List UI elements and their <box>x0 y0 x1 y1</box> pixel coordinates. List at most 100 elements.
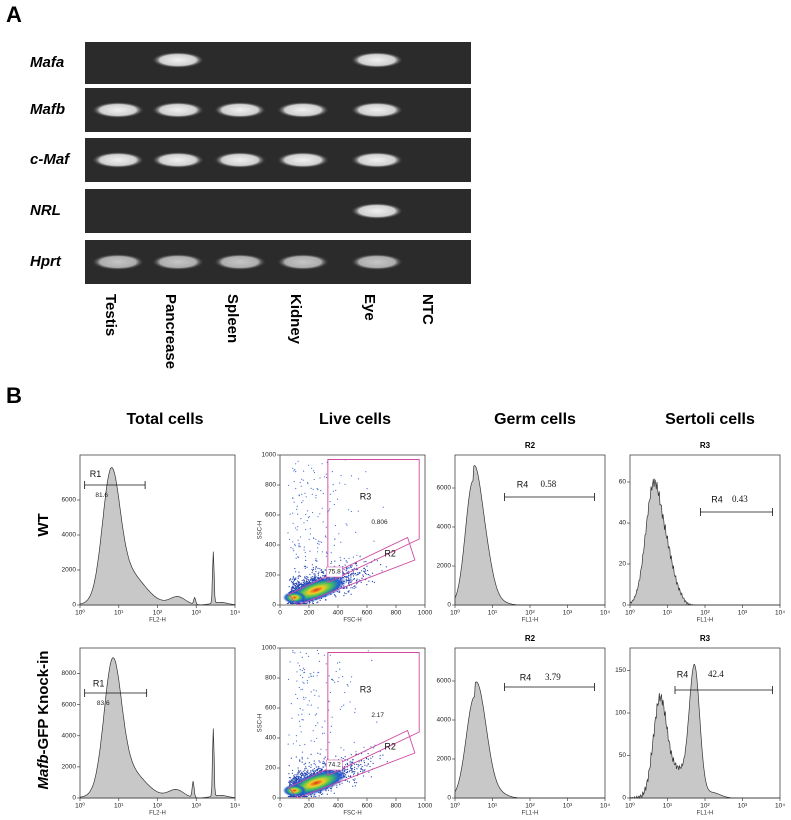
dot <box>356 565 358 567</box>
dot <box>350 767 352 770</box>
dot <box>339 556 341 559</box>
dot <box>319 770 321 772</box>
dot <box>288 734 290 736</box>
dot <box>299 575 302 577</box>
dot <box>365 471 367 473</box>
dot <box>297 556 299 559</box>
dot <box>351 569 353 571</box>
y-tick-label: 400 <box>265 542 276 549</box>
dot <box>347 576 349 578</box>
dot <box>359 770 362 773</box>
dot <box>296 773 298 776</box>
dot <box>357 510 359 512</box>
x-tick-label: 10³ <box>563 610 573 617</box>
y-tick-label: 0 <box>272 602 276 609</box>
dot <box>307 483 309 485</box>
dot <box>344 564 346 566</box>
y-tick-label: 0 <box>447 602 451 609</box>
panel-label: B <box>6 383 22 408</box>
dot <box>296 505 298 507</box>
dot <box>365 561 367 563</box>
gate-value: 83.6 <box>97 700 110 707</box>
dot <box>346 571 348 573</box>
dot <box>288 602 290 604</box>
dot <box>333 503 335 506</box>
dot <box>348 591 350 593</box>
dot <box>322 575 324 577</box>
dot <box>348 557 350 560</box>
dot <box>323 763 325 765</box>
dot <box>350 565 352 567</box>
dot <box>298 582 300 584</box>
dot <box>288 781 290 783</box>
dot <box>298 543 300 545</box>
dot <box>306 578 308 581</box>
dot <box>315 769 317 771</box>
dot <box>303 579 305 581</box>
dot <box>299 481 301 484</box>
dot <box>351 581 353 583</box>
dot <box>318 695 320 697</box>
x-tick-label: 10¹ <box>114 803 124 810</box>
dot <box>289 782 291 785</box>
dot <box>348 771 350 773</box>
dot <box>364 571 366 573</box>
panel-label: A <box>6 2 22 27</box>
dot <box>298 665 301 667</box>
x-tick-label: 600 <box>362 610 373 617</box>
gate-name: R1 <box>93 678 105 688</box>
dot <box>360 768 362 770</box>
dot <box>298 776 300 778</box>
dot <box>301 677 304 679</box>
dot <box>354 766 356 769</box>
dot <box>353 772 355 774</box>
x-tick-label: 10⁴ <box>775 610 785 617</box>
dot <box>319 767 321 770</box>
dot <box>352 556 354 558</box>
dot <box>317 573 319 575</box>
dot <box>331 716 333 718</box>
dot <box>308 602 310 604</box>
y-tick-label: 60 <box>619 479 627 486</box>
dot <box>322 762 324 764</box>
y-tick-label: 4000 <box>62 732 77 739</box>
gene-label: c-Maf <box>30 151 71 168</box>
dot <box>324 535 326 537</box>
dot <box>313 794 315 796</box>
y-tick-label: 600 <box>265 512 276 519</box>
dot <box>325 598 327 600</box>
dot <box>372 762 374 765</box>
x-axis-label: FL2-H <box>149 811 166 817</box>
dot <box>318 766 320 768</box>
gate-value: 75.8 <box>328 569 341 576</box>
dot <box>297 767 299 769</box>
gel-band <box>351 102 403 118</box>
dot <box>352 759 354 761</box>
dot <box>352 572 354 575</box>
histogram <box>628 663 780 800</box>
dot <box>298 574 300 577</box>
dot <box>353 763 355 765</box>
dot <box>324 720 326 722</box>
dot <box>344 483 346 485</box>
y-tick-label: 2000 <box>437 756 452 763</box>
dot <box>322 793 324 795</box>
dot <box>297 583 300 585</box>
x-tick-label: 600 <box>362 803 373 810</box>
dot <box>310 753 312 756</box>
dot <box>304 772 306 774</box>
dot <box>293 578 295 580</box>
dot <box>301 758 303 760</box>
dot <box>296 671 298 673</box>
dot <box>295 585 297 587</box>
dot <box>357 573 359 575</box>
dot <box>315 497 317 499</box>
dot <box>351 769 353 772</box>
dot <box>296 680 298 682</box>
dot <box>353 578 355 581</box>
y-tick-label: 800 <box>265 675 276 682</box>
dot <box>303 546 305 548</box>
dot <box>345 560 347 562</box>
x-tick-label: 200 <box>304 803 315 810</box>
dot <box>352 571 354 573</box>
